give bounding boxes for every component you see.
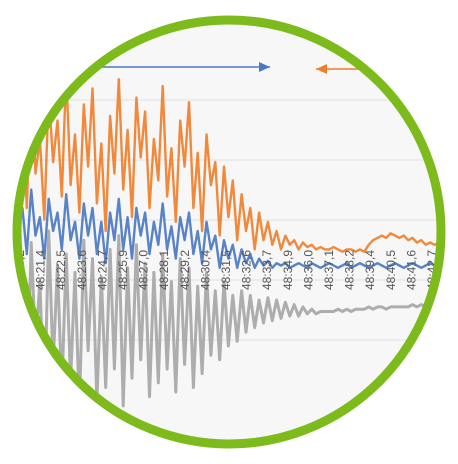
x-tick-labels: 48:20,2 48:21,4 48:22,5 48:23,6 48:24,7 48:25… <box>17 250 439 290</box>
x-tick-label: 48:25,9 <box>116 250 130 290</box>
x-tick-label: 48:39,4 <box>363 250 377 290</box>
x-tick-label: 48:36,0 <box>301 250 315 290</box>
x-tick-label: 48:38,2 <box>343 250 357 290</box>
x-tick-label: 48:40,5 <box>384 250 398 290</box>
x-tick-label: 48:23,6 <box>75 250 89 290</box>
x-tick-label: 48:32,6 <box>240 250 254 290</box>
x-tick-label: 48:28,1 <box>157 250 171 290</box>
x-tick-label: 48:31,5 <box>219 250 233 290</box>
x-tick-label: 48:33,7 <box>260 250 274 290</box>
x-tick-label: 48:34,9 <box>281 250 295 290</box>
x-tick-label: 48:21,4 <box>34 250 48 290</box>
x-tick-label: 48:30,4 <box>198 250 212 290</box>
x-tick-label: 48:22,5 <box>54 250 68 290</box>
x-tick-label: 48:24,7 <box>95 250 109 290</box>
circular-frame <box>12 15 446 449</box>
x-tick-label: 48:41,6 <box>404 250 418 290</box>
series-line-0 <box>17 71 441 253</box>
x-tick-label: 48:27,0 <box>137 250 151 290</box>
series-layer <box>17 71 441 417</box>
x-tick-label: 48:37,1 <box>322 250 336 290</box>
series-line-2 <box>17 229 441 417</box>
series-line-1 <box>17 188 441 269</box>
x-tick-label: 48:29,2 <box>178 250 192 290</box>
